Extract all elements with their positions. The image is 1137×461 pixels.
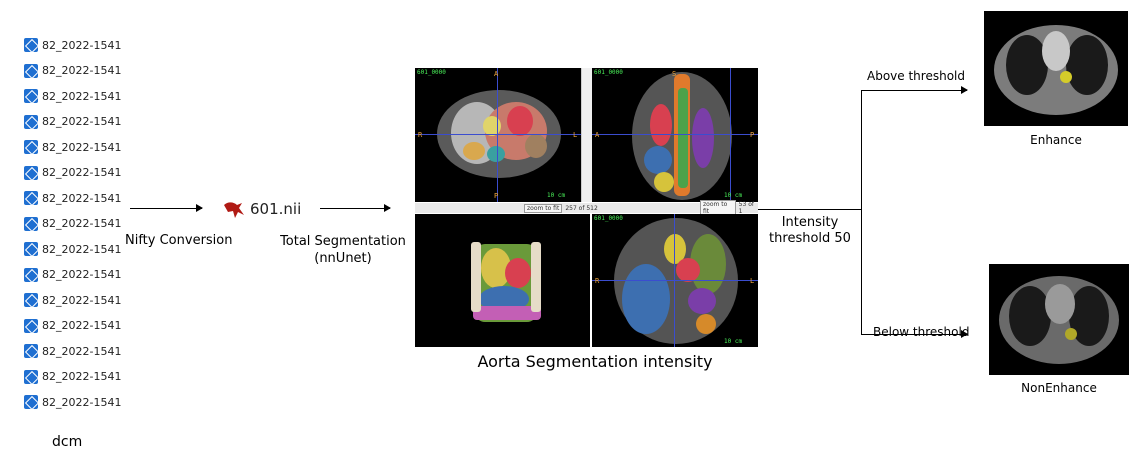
dicom-file-item[interactable]: 82_2022-1541	[24, 87, 124, 105]
dicom-file-icon	[24, 395, 38, 409]
threshold-line1: Intensity	[781, 215, 839, 230]
below-threshold-arrow	[861, 330, 968, 338]
dicom-file-item[interactable]: 82_2022-1541	[24, 164, 124, 182]
sagittal-series-label: 601_0000	[594, 69, 623, 76]
dicom-file-item[interactable]: 82_2022-1541	[24, 189, 124, 207]
coronal-series-label: 601_0000	[594, 215, 623, 222]
dicom-file-icon	[24, 216, 38, 231]
above-threshold-label: Above threshold	[867, 69, 965, 83]
dicom-file-icon	[24, 344, 38, 358]
dicom-file-icon	[24, 165, 38, 180]
conversion-arrow	[130, 204, 203, 212]
axial-orient-top: A	[494, 70, 499, 78]
axial-scale: 10 cm	[547, 192, 566, 199]
nifty-conversion-label: Nifty Conversion	[125, 233, 233, 248]
dicom-file-item[interactable]: 82_2022-1541	[24, 215, 124, 233]
axial-view: 601_0000 A P R L 10 cm	[415, 68, 581, 202]
sagittal-slice-counter: 53 of 1	[738, 201, 754, 215]
dicom-file-item[interactable]: 82_2022-1541	[24, 240, 124, 258]
axial-zoom-button[interactable]: zoom to fit	[524, 203, 563, 213]
axial-orient-right: L	[573, 131, 578, 139]
dicom-file-name: 82_2022-1541	[42, 191, 122, 205]
coronal-orient-left: R	[595, 277, 600, 285]
viewer-statusbar: zoom to fit 257 of 512 zoom to fit 53 of…	[415, 200, 758, 216]
axial-slice-counter: 257 of 512	[565, 204, 598, 212]
coronal-scale: 10 cm	[724, 338, 743, 345]
dicom-file-name: 82_2022-1541	[42, 217, 122, 230]
dicom-file-name: 82_2022-1541	[42, 140, 122, 154]
segmentation-arrow	[320, 204, 391, 212]
total-segmentation-label: Total Segmentation (nnUnet)	[276, 233, 410, 267]
nii-file: 601.nii	[222, 199, 301, 219]
branch-vertical-line	[861, 90, 862, 335]
sagittal-orient-right: P	[750, 131, 755, 139]
dicom-file-name: 82_2022-1541	[42, 64, 122, 77]
axial-status: zoom to fit 257 of 512	[521, 203, 598, 213]
dicom-file-icon	[24, 89, 38, 103]
dicom-file-item[interactable]: 82_2022-1541	[24, 291, 124, 309]
dicom-file-icon	[24, 191, 38, 205]
total-segmentation-line1: Total Segmentation	[280, 234, 406, 249]
dicom-file-icon	[24, 38, 38, 52]
dicom-file-icon	[24, 267, 38, 282]
below-threshold-label: Below threshold	[873, 325, 970, 339]
enhance-ct-image	[984, 11, 1128, 126]
nonenhance-label: NonEnhance	[1021, 381, 1097, 395]
dicom-file-icon	[24, 140, 38, 154]
3d-render-view	[415, 214, 590, 347]
dicom-file-item[interactable]: 82_2022-1541	[24, 36, 124, 54]
axial-orient-bottom: P	[494, 192, 499, 200]
viewer-caption: Aorta Segmentation intensity	[477, 352, 713, 371]
sagittal-orient-top: S	[672, 70, 677, 78]
dcm-label: dcm	[52, 434, 83, 450]
dicom-file-name: 82_2022-1541	[42, 115, 122, 128]
dicom-file-icon	[24, 242, 38, 256]
branch-stem-line	[758, 209, 862, 210]
threshold-line2: threshold 50	[769, 231, 851, 246]
axial-orient-left: R	[418, 131, 423, 139]
dicom-file-icon	[24, 114, 38, 129]
dicom-file-item[interactable]: 82_2022-1541	[24, 113, 124, 131]
enhance-label: Enhance	[1030, 133, 1082, 147]
sagittal-orient-left: A	[595, 131, 600, 139]
sagittal-scale: 10 cm	[724, 192, 743, 199]
nifti-brain-icon	[224, 202, 244, 218]
dicom-file-item[interactable]: 82_2022-1541	[24, 393, 124, 411]
dicom-file-icon	[24, 63, 38, 78]
dicom-file-item[interactable]: 82_2022-1541	[24, 368, 124, 386]
dicom-file-name: 82_2022-1541	[42, 242, 122, 256]
sagittal-view: 601_0000 S A P 10 cm	[592, 68, 758, 202]
dicom-file-name: 82_2022-1541	[42, 38, 122, 52]
dicom-file-name: 82_2022-1541	[42, 89, 122, 103]
above-threshold-arrow	[861, 86, 968, 94]
dicom-file-name: 82_2022-1541	[42, 370, 122, 383]
total-segmentation-line2: (nnUnet)	[314, 251, 372, 266]
nonenhance-ct-image	[989, 264, 1129, 375]
dicom-file-item[interactable]: 82_2022-1541	[24, 266, 124, 284]
dicom-file-icon	[24, 318, 38, 333]
dicom-file-name: 82_2022-1541	[42, 268, 122, 281]
coronal-view: 601_0000 R L 10 cm	[592, 214, 758, 347]
dicom-file-icon	[24, 369, 38, 384]
axial-series-label: 601_0000	[417, 69, 446, 76]
nii-file-name: 601.nii	[250, 200, 302, 218]
dicom-file-icon	[24, 293, 38, 307]
dicom-file-name: 82_2022-1541	[42, 166, 122, 179]
dicom-file-name: 82_2022-1541	[42, 344, 122, 358]
dicom-file-item[interactable]: 82_2022-1541	[24, 62, 124, 80]
threshold-label: Intensity threshold 50	[760, 215, 860, 247]
coronal-orient-right: L	[750, 277, 755, 285]
dicom-file-item[interactable]: 82_2022-1541	[24, 138, 124, 156]
dicom-file-name: 82_2022-1541	[42, 395, 122, 409]
sagittal-status: zoom to fit 53 of 1	[697, 200, 758, 216]
dicom-file-name: 82_2022-1541	[42, 293, 122, 307]
viewer-scrollbar[interactable]	[581, 68, 592, 202]
dicom-file-name: 82_2022-1541	[42, 319, 122, 332]
dicom-file-item[interactable]: 82_2022-1541	[24, 317, 124, 335]
dicom-file-item[interactable]: 82_2022-1541	[24, 342, 124, 360]
